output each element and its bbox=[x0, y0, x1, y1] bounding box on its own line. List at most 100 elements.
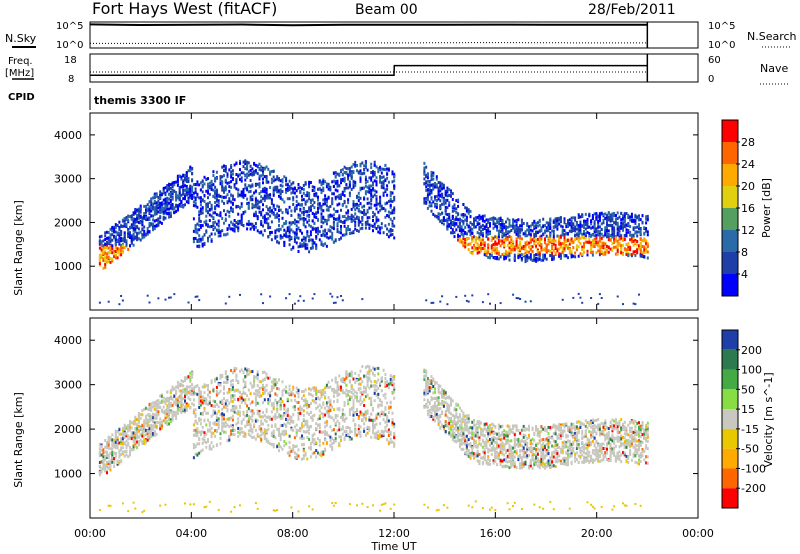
data-cell bbox=[114, 429, 117, 433]
data-cell bbox=[558, 254, 561, 258]
data-cell bbox=[113, 465, 116, 468]
data-cell bbox=[249, 184, 252, 188]
data-cell bbox=[269, 226, 272, 229]
data-cell bbox=[141, 432, 144, 436]
data-cell bbox=[540, 243, 543, 247]
data-cell bbox=[563, 242, 566, 245]
data-cell bbox=[535, 224, 538, 228]
data-cell bbox=[301, 238, 303, 242]
data-cell bbox=[639, 242, 642, 245]
data-cell bbox=[295, 232, 298, 236]
data-cell bbox=[111, 233, 114, 237]
data-cell bbox=[384, 179, 387, 183]
data-cell bbox=[309, 224, 312, 228]
data-cell bbox=[208, 395, 211, 399]
data-cell bbox=[148, 402, 151, 406]
data-cell bbox=[313, 221, 316, 225]
data-cell bbox=[540, 245, 543, 249]
data-cell bbox=[256, 165, 259, 169]
data-cell bbox=[426, 193, 429, 197]
data-cell bbox=[299, 217, 302, 221]
data-cell bbox=[203, 233, 206, 237]
data-cell bbox=[490, 251, 493, 255]
data-cell bbox=[246, 167, 249, 171]
data-cell bbox=[244, 167, 247, 171]
data-cell bbox=[519, 298, 522, 300]
data-cell bbox=[184, 397, 186, 401]
data-cell bbox=[536, 221, 539, 225]
data-cell bbox=[317, 198, 319, 202]
data-cell bbox=[263, 167, 266, 171]
data-cell bbox=[533, 232, 536, 236]
data-cell bbox=[373, 173, 376, 177]
data-cell bbox=[325, 197, 328, 201]
data-cell bbox=[542, 253, 545, 257]
data-cell bbox=[162, 396, 165, 400]
data-cell bbox=[127, 235, 130, 239]
data-cell bbox=[450, 231, 452, 235]
data-cell bbox=[230, 164, 233, 167]
data-cell bbox=[146, 422, 149, 426]
data-cell bbox=[182, 388, 185, 392]
data-cell bbox=[364, 226, 367, 230]
data-cell bbox=[114, 246, 117, 250]
data-cell bbox=[237, 174, 240, 178]
data-cell bbox=[146, 418, 149, 422]
data-cell bbox=[590, 243, 593, 247]
data-cell bbox=[153, 430, 156, 434]
data-cell bbox=[123, 231, 126, 235]
data-cell bbox=[343, 179, 346, 183]
data-cell bbox=[570, 225, 573, 229]
data-cell bbox=[288, 179, 291, 183]
data-cell bbox=[114, 440, 117, 444]
data-cell bbox=[574, 233, 577, 237]
data-cell bbox=[152, 432, 155, 436]
data-cell bbox=[198, 210, 201, 214]
data-cell bbox=[508, 258, 511, 262]
data-cell bbox=[384, 164, 387, 167]
data-cell bbox=[118, 234, 121, 238]
data-cell bbox=[118, 303, 121, 306]
data-cell bbox=[223, 174, 225, 178]
data-cell bbox=[341, 190, 344, 194]
data-cell bbox=[171, 397, 174, 401]
data-cell bbox=[251, 167, 254, 171]
data-cell bbox=[212, 211, 215, 215]
data-cell bbox=[106, 244, 108, 248]
data-cell bbox=[480, 229, 483, 233]
data-cell bbox=[111, 456, 114, 460]
data-cell bbox=[104, 257, 107, 261]
data-cell bbox=[194, 187, 197, 191]
data-cell bbox=[455, 215, 458, 219]
data-cell bbox=[290, 236, 293, 239]
data-cell bbox=[625, 234, 628, 238]
data-cell bbox=[380, 167, 383, 171]
data-cell bbox=[531, 249, 534, 253]
data-cell bbox=[134, 211, 137, 215]
data-cell bbox=[318, 206, 321, 210]
data-cell bbox=[464, 238, 467, 241]
data-cell bbox=[448, 201, 451, 205]
nsky-series bbox=[89, 22, 649, 48]
data-cell bbox=[384, 215, 387, 219]
data-cell bbox=[529, 228, 532, 232]
data-cell bbox=[311, 189, 314, 192]
data-cell bbox=[301, 194, 303, 198]
data-cell bbox=[531, 238, 534, 242]
data-cell bbox=[212, 409, 215, 413]
data-cell bbox=[256, 215, 259, 219]
data-cell bbox=[643, 248, 646, 252]
data-cell bbox=[267, 224, 270, 228]
data-cell bbox=[363, 204, 366, 208]
data-cell bbox=[201, 190, 204, 194]
data-cell bbox=[437, 212, 440, 216]
data-cell bbox=[627, 248, 630, 251]
data-cell bbox=[356, 202, 358, 206]
data-cell bbox=[304, 246, 307, 250]
data-cell bbox=[505, 249, 507, 253]
data-cell bbox=[111, 460, 114, 464]
data-cell bbox=[331, 197, 334, 201]
data-cell bbox=[214, 409, 217, 413]
data-cell bbox=[109, 504, 112, 507]
data-cell bbox=[121, 438, 124, 442]
